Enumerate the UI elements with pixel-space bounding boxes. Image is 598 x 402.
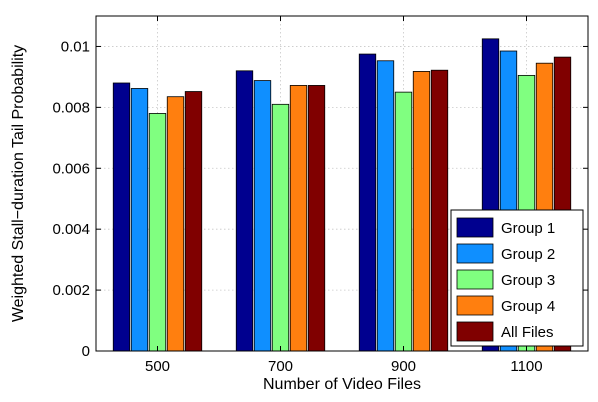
bar — [271, 103, 290, 352]
x-axis-title: Number of Video Files — [263, 376, 421, 393]
legend-label: Group 1 — [501, 220, 555, 237]
y-tick-label: 0.004 — [52, 221, 90, 238]
y-tick-label: 0.008 — [52, 99, 90, 116]
legend-swatch — [456, 269, 494, 290]
legend-swatch — [456, 217, 494, 238]
bar — [166, 96, 185, 352]
x-tick-label: 900 — [391, 358, 416, 375]
legend-swatch — [456, 243, 494, 264]
bar — [112, 82, 131, 352]
legend-swatch — [456, 295, 494, 316]
bar — [184, 91, 203, 352]
bar — [412, 71, 431, 352]
plot-frame — [95, 15, 589, 352]
bar — [235, 70, 254, 352]
y-tick-label: 0.006 — [52, 160, 90, 177]
x-tick-label: 1100 — [510, 358, 542, 375]
y-tick-label: 0.01 — [61, 38, 90, 55]
y-tick-label: 0 — [82, 343, 90, 360]
legend-label: Group 4 — [501, 298, 555, 315]
legend: Group 1 Group 2 Group 3 Group 4 All Files — [450, 209, 584, 347]
axis-ticks: 0 0.002 0.004 0.006 0.008 0.01 500 700 900 1100 — [52, 16, 588, 375]
bar — [376, 60, 395, 352]
legend-swatch — [456, 321, 494, 342]
y-axis-title: Weighted Stall−duration Tail Probability — [10, 45, 27, 322]
legend-label: All Files — [501, 324, 554, 341]
bar — [130, 88, 149, 352]
x-tick-label: 700 — [268, 358, 293, 375]
bar — [307, 85, 326, 352]
bar — [289, 85, 308, 352]
bar — [253, 80, 272, 352]
legend-label: Group 2 — [501, 246, 555, 263]
y-tick-label: 0.002 — [52, 282, 90, 299]
bar — [358, 53, 377, 352]
bar — [394, 91, 413, 352]
x-tick-label: 500 — [145, 358, 170, 375]
bars — [112, 38, 572, 352]
legend-label: Group 3 — [501, 272, 555, 289]
bar — [148, 113, 167, 352]
bar — [430, 69, 449, 352]
